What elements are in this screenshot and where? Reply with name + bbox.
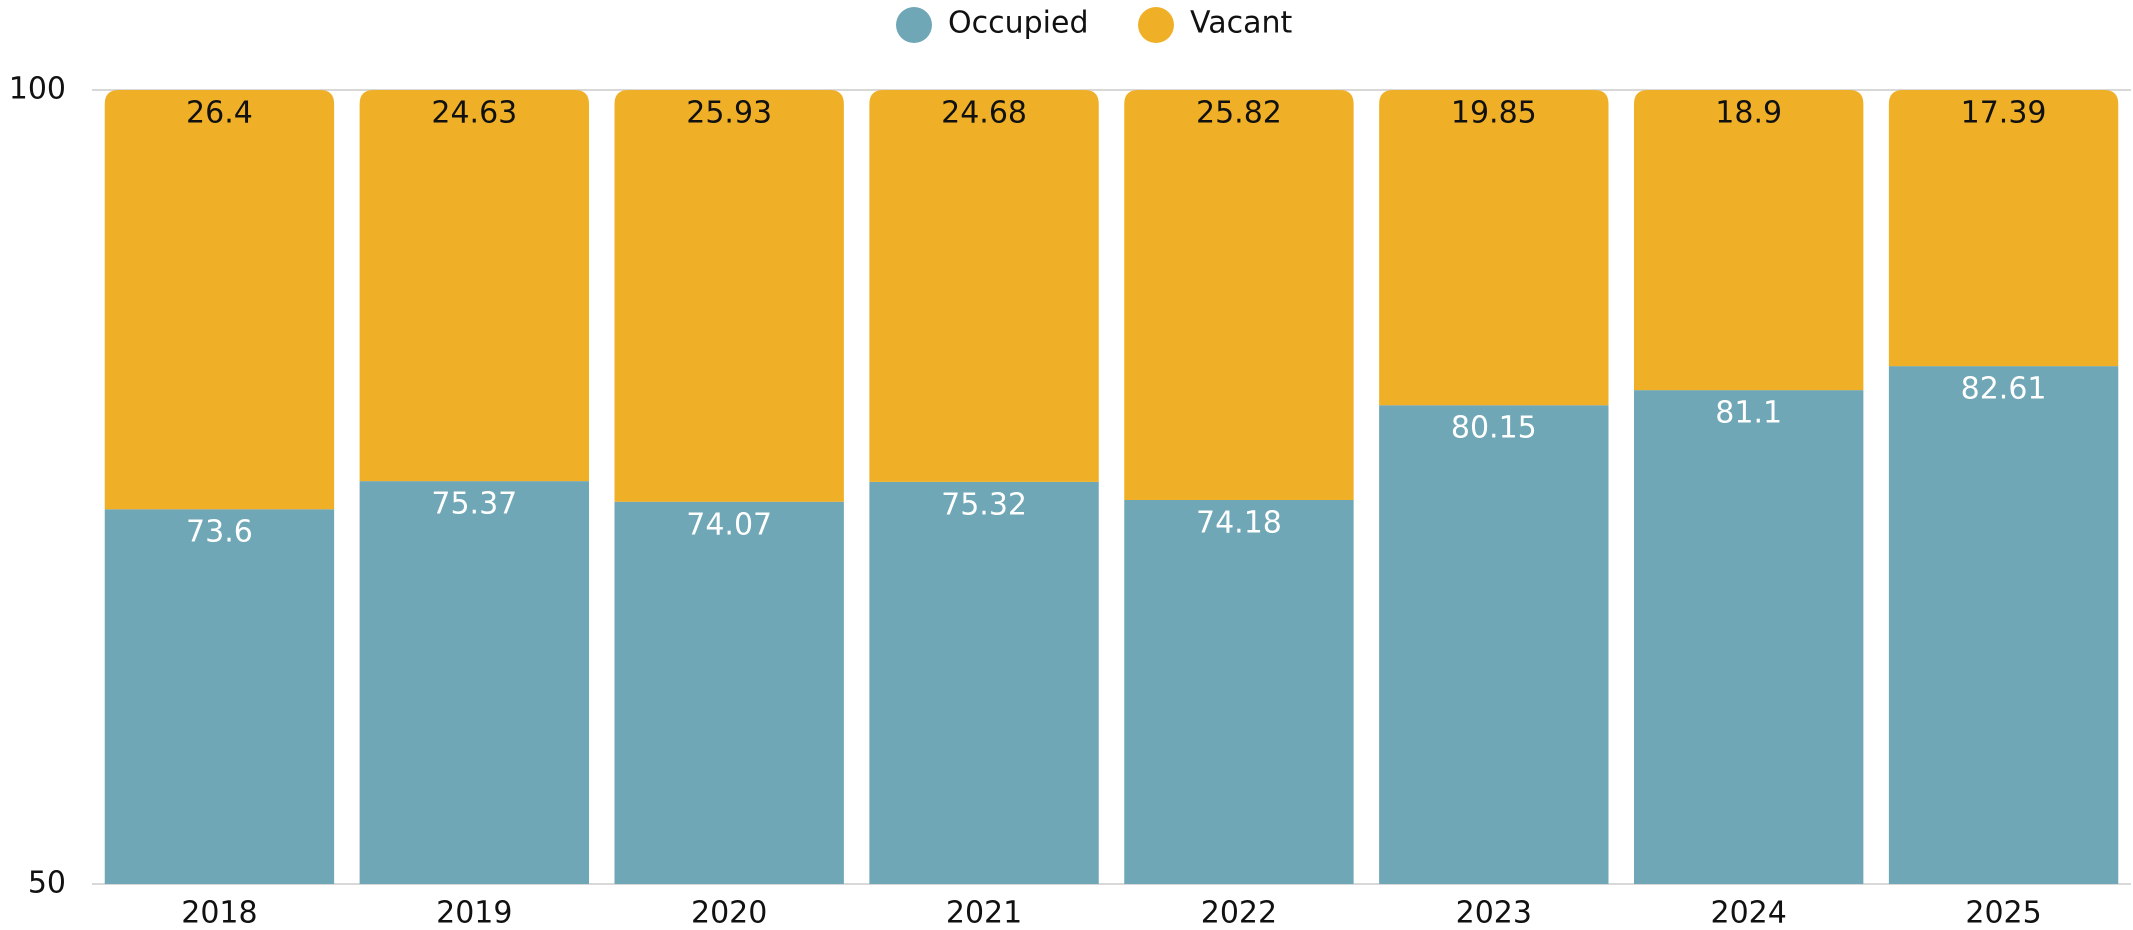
legend-label: Occupied [948,6,1089,41]
bar-segment [869,481,1099,884]
data-label: 74.18 [1196,506,1282,541]
bar-segment [1633,90,1864,391]
bar-segment [614,501,844,884]
bar-segment [359,90,590,482]
y-tick-label: 50 [28,866,66,901]
x-tick-label: 2022 [1201,896,1277,930]
bar-segment [1124,90,1354,501]
bar-segment [1379,90,1609,406]
x-tick-label: 2021 [946,896,1022,930]
data-label: 74.07 [686,507,772,542]
bar-segment [1379,405,1609,884]
data-label: 75.32 [941,487,1027,522]
legend-label: Vacant [1190,6,1292,41]
x-tick-label: 2023 [1456,896,1532,930]
data-label: 17.39 [1961,96,2047,131]
data-label: 80.15 [1451,411,1537,446]
bar-segment [1124,500,1354,884]
data-label: 81.1 [1715,396,1782,431]
data-label: 73.6 [186,515,253,550]
x-tick-label: 2019 [436,896,512,930]
data-label: 25.93 [686,96,772,131]
legend-swatch [896,7,932,43]
data-label: 82.61 [1961,372,2047,407]
bar-segment [614,90,844,502]
data-label: 18.9 [1715,96,1782,131]
x-tick-label: 2025 [1965,896,2041,930]
legend-swatch [1138,7,1174,43]
data-label: 24.63 [431,96,517,131]
data-label: 25.82 [1196,96,1282,131]
bar-segment [359,481,590,884]
bar-segment [1888,366,2119,884]
x-tick-label: 2024 [1711,896,1787,930]
data-label: 75.37 [431,487,517,522]
bar-segment [1888,90,2119,367]
x-tick-label: 2018 [181,896,257,930]
bar-segment [1633,390,1864,884]
data-label: 26.4 [186,96,253,131]
data-label: 24.68 [941,96,1027,131]
bar-segment [104,509,335,884]
data-label: 19.85 [1451,96,1537,131]
bar-segment [869,90,1099,482]
x-tick-label: 2020 [691,896,767,930]
bar-segment [104,90,335,510]
y-tick-label: 100 [9,72,66,107]
